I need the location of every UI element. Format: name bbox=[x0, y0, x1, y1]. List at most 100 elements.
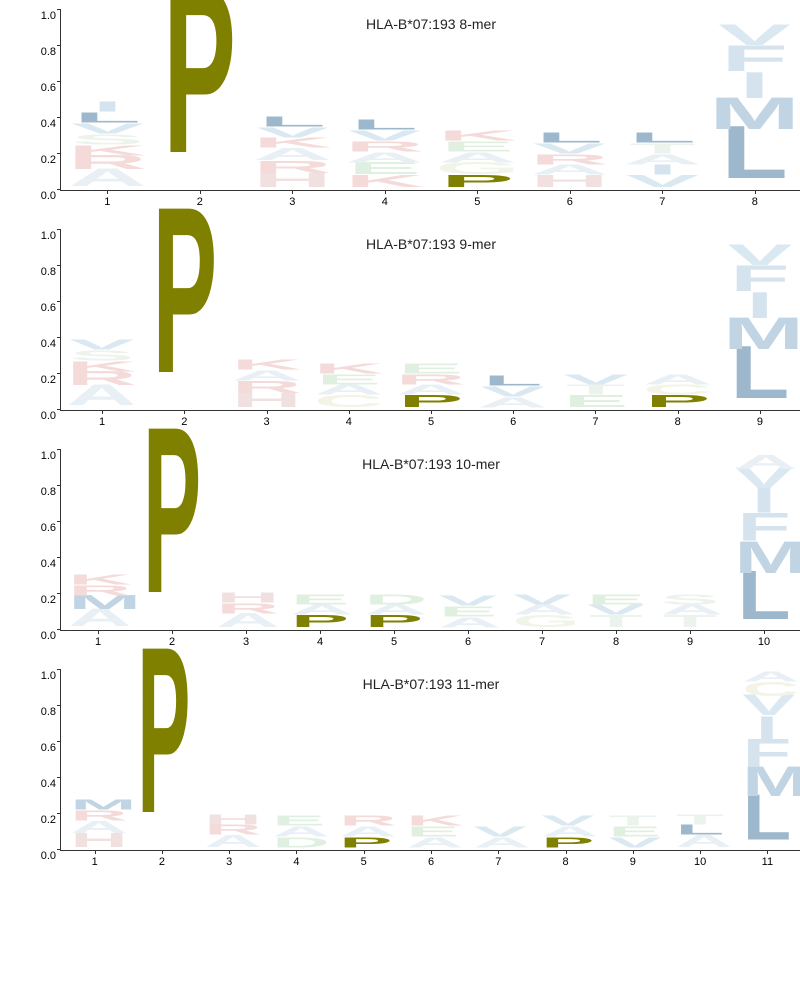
y-tick-label: 0.0 bbox=[21, 410, 56, 422]
x-tick-label: 7 bbox=[539, 636, 545, 648]
logo-letter: L bbox=[523, 130, 616, 145]
y-tick-label: 0.0 bbox=[21, 190, 56, 202]
y-tick-mark bbox=[57, 849, 61, 850]
y-tick-label: 0.8 bbox=[21, 486, 56, 498]
logo-letter: A bbox=[734, 452, 793, 472]
x-tick-label: 7 bbox=[592, 416, 598, 428]
logo-letter: V bbox=[512, 592, 571, 607]
y-tick-mark bbox=[57, 229, 61, 230]
y-tick-mark bbox=[57, 9, 61, 10]
y-tick-mark bbox=[57, 485, 61, 486]
x-tick-label: 8 bbox=[613, 636, 619, 648]
logo-panel-9mer: HLA-B*07:193 9-mer0.00.20.40.60.81.01ARK… bbox=[10, 230, 800, 430]
logo-letter: L bbox=[246, 114, 339, 129]
y-tick-mark bbox=[57, 449, 61, 450]
logo-letter: I bbox=[61, 99, 154, 114]
y-tick-mark bbox=[57, 45, 61, 46]
x-tick-label: 3 bbox=[263, 416, 269, 428]
y-tick-label: 0.2 bbox=[21, 814, 56, 826]
logo-letter: S bbox=[660, 592, 719, 607]
logo-letter: H bbox=[216, 590, 275, 605]
x-tick-label: 6 bbox=[567, 196, 573, 208]
logo-letter: D bbox=[364, 592, 423, 607]
y-tick-label: 1.0 bbox=[21, 230, 56, 242]
y-tick-mark bbox=[57, 373, 61, 374]
logo-letter: K bbox=[312, 361, 385, 376]
logo-letter: V bbox=[474, 824, 523, 839]
logo-letter: M bbox=[70, 797, 119, 812]
logo-panel-8mer: HLA-B*07:193 8-mer0.00.20.40.60.81.01ARK… bbox=[10, 10, 800, 210]
x-tick-label: 10 bbox=[758, 636, 770, 648]
logo-letter: L bbox=[616, 130, 709, 145]
x-tick-label: 5 bbox=[428, 416, 434, 428]
x-tick-label: 8 bbox=[675, 416, 681, 428]
y-tick-label: 0.4 bbox=[21, 338, 56, 350]
x-tick-label: 9 bbox=[757, 416, 763, 428]
x-tick-label: 5 bbox=[391, 636, 397, 648]
logo-letter: P bbox=[142, 393, 201, 631]
y-tick-label: 1.0 bbox=[21, 10, 56, 22]
logo-panel-11mer: HLA-B*07:193 11-mer0.00.20.40.60.81.01HA… bbox=[10, 670, 800, 870]
logo-letter: K bbox=[230, 357, 303, 372]
logo-letter: V bbox=[559, 372, 632, 387]
logo-letter: V bbox=[708, 20, 800, 50]
panel-title: HLA-B*07:193 10-mer bbox=[362, 456, 500, 472]
logo-letter: A bbox=[743, 669, 792, 684]
logo-letter: K bbox=[406, 813, 455, 828]
logo-letter: E bbox=[394, 361, 467, 376]
panel-title: HLA-B*07:193 9-mer bbox=[366, 236, 496, 252]
y-tick-label: 0.4 bbox=[21, 118, 56, 130]
y-tick-label: 1.0 bbox=[21, 670, 56, 682]
plot-area: HLA-B*07:193 11-mer0.00.20.40.60.81.01HA… bbox=[60, 670, 800, 851]
logo-letter: E bbox=[290, 592, 349, 607]
y-tick-label: 1.0 bbox=[21, 450, 56, 462]
y-tick-mark bbox=[57, 337, 61, 338]
x-tick-label: 6 bbox=[465, 636, 471, 648]
y-tick-mark bbox=[57, 777, 61, 778]
x-tick-label: 1 bbox=[95, 636, 101, 648]
y-tick-mark bbox=[57, 593, 61, 594]
x-tick-label: 9 bbox=[687, 636, 693, 648]
y-tick-mark bbox=[57, 629, 61, 630]
logo-letter: V bbox=[65, 337, 138, 352]
y-tick-label: 0.6 bbox=[21, 82, 56, 94]
x-tick-label: 7 bbox=[495, 856, 501, 868]
logo-panel-10mer: HLA-B*07:193 10-mer0.00.20.40.60.81.01AM… bbox=[10, 450, 800, 650]
y-tick-mark bbox=[57, 301, 61, 302]
y-tick-label: 0.6 bbox=[21, 302, 56, 314]
x-tick-label: 4 bbox=[346, 416, 352, 428]
x-tick-label: 1 bbox=[92, 856, 98, 868]
x-tick-label: 1 bbox=[104, 196, 110, 208]
x-tick-label: 3 bbox=[243, 636, 249, 648]
sequence-logo-figure: HLA-B*07:193 8-mer0.00.20.40.60.81.01ARK… bbox=[10, 10, 800, 870]
panel-title: HLA-B*07:193 11-mer bbox=[363, 676, 500, 692]
x-tick-label: 8 bbox=[752, 196, 758, 208]
y-tick-mark bbox=[57, 521, 61, 522]
y-tick-mark bbox=[57, 265, 61, 266]
x-tick-label: 3 bbox=[226, 856, 232, 868]
x-tick-label: 4 bbox=[382, 196, 388, 208]
x-tick-label: 6 bbox=[428, 856, 434, 868]
x-tick-label: 9 bbox=[630, 856, 636, 868]
y-tick-mark bbox=[57, 557, 61, 558]
x-tick-label: 8 bbox=[562, 856, 568, 868]
logo-letter: T bbox=[676, 812, 725, 827]
x-tick-label: 11 bbox=[762, 856, 773, 868]
x-tick-label: 5 bbox=[474, 196, 480, 208]
y-tick-label: 0.8 bbox=[21, 266, 56, 278]
x-tick-label: 4 bbox=[293, 856, 299, 868]
logo-letter: P bbox=[148, 173, 221, 411]
logo-letter: K bbox=[68, 572, 127, 587]
logo-letter: V bbox=[438, 593, 497, 608]
y-tick-label: 0.0 bbox=[21, 630, 56, 642]
logo-letter: R bbox=[339, 813, 388, 828]
logo-letter: T bbox=[608, 813, 657, 828]
y-tick-label: 0.8 bbox=[21, 46, 56, 58]
logo-letter: H bbox=[205, 812, 254, 827]
logo-letter: K bbox=[431, 128, 524, 143]
x-tick-label: 4 bbox=[317, 636, 323, 648]
y-tick-label: 0.4 bbox=[21, 778, 56, 790]
y-tick-label: 0.6 bbox=[21, 522, 56, 534]
y-tick-mark bbox=[57, 409, 61, 410]
x-tick-label: 6 bbox=[510, 416, 516, 428]
